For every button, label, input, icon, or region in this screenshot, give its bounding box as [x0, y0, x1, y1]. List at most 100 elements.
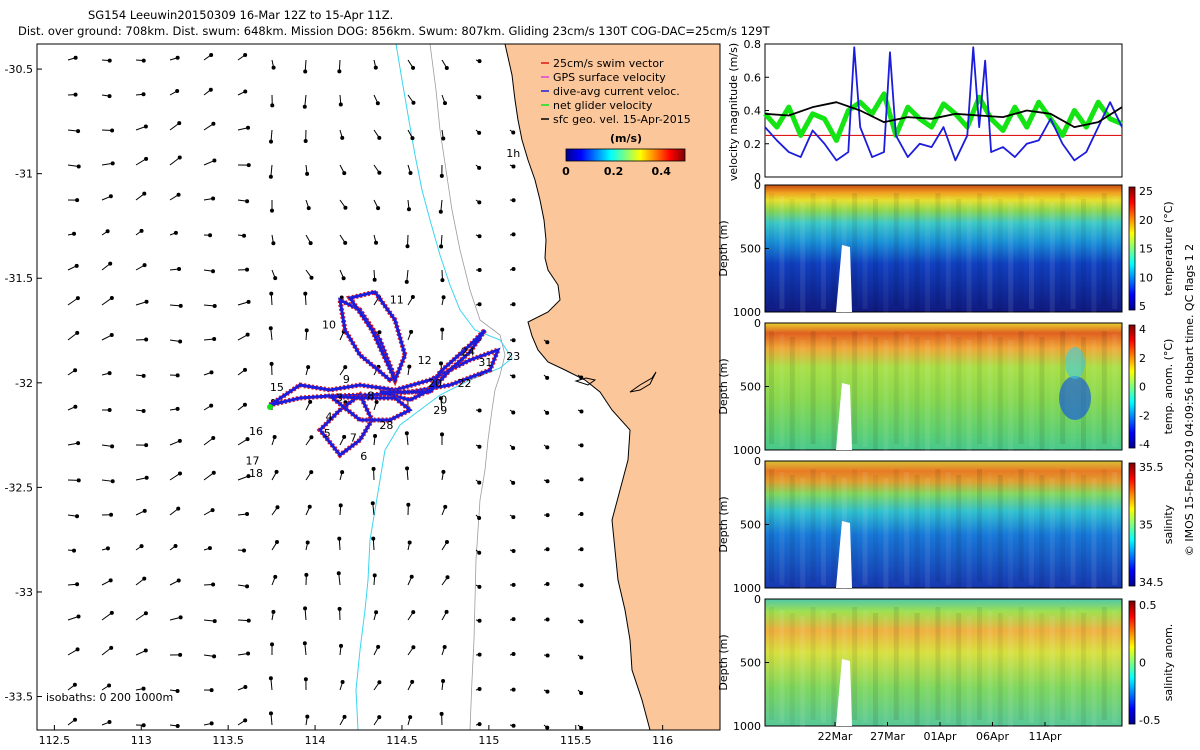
temperature-texture [789, 199, 795, 312]
velocity-arrow [101, 612, 113, 621]
velocity-arrow-head [377, 715, 382, 720]
salinity-texture [997, 475, 1003, 588]
velocity-arrow-head [545, 375, 550, 380]
salinity-texture [945, 472, 951, 585]
velocity-arrow-head [374, 399, 379, 404]
temp-anomaly-texture [1039, 337, 1045, 450]
salinity-texture [1060, 469, 1066, 582]
velocity-arrow-head [211, 121, 216, 126]
day-label: 29 [433, 404, 447, 417]
velocity-arrow-head [444, 540, 449, 545]
footer-text: © IMOS 15-Feb-2019 04:09:56 Hobart time.… [1183, 244, 1196, 556]
map-ytick-label: -31.5 [5, 272, 33, 285]
velocity-arrow-head [305, 540, 310, 545]
page-subtitle: Dist. over ground: 708km. Dist. swum: 64… [18, 24, 770, 38]
velocity-arrow [203, 472, 215, 481]
salinity-anomaly-ytick-label: 1000 [733, 720, 761, 733]
day-label: 3 [336, 392, 343, 405]
velocity-arrow-head [303, 139, 308, 144]
velocity-ytick-label: 0.4 [744, 105, 762, 118]
velocity-arrow-head [109, 645, 114, 650]
velocity-arrow-head [211, 435, 216, 440]
temperature-texture [873, 199, 878, 312]
velocity-arrow-head [477, 584, 482, 589]
velocity-arrow-head [405, 244, 410, 249]
temperature-texture [1008, 202, 1014, 315]
map-xtick-label: 115.5 [560, 734, 592, 747]
velocity-arrow-head [109, 333, 114, 338]
velocity-arrow-head [410, 136, 415, 141]
velocity-arrow-head [175, 373, 180, 378]
salinity-texture [800, 478, 806, 591]
velocity-arrow-head [176, 192, 181, 197]
velocity-arrow-head [178, 615, 183, 620]
velocity-arrow-head [511, 445, 516, 450]
map-ytick-label: -33 [15, 586, 33, 599]
velocity-arrow-head [477, 515, 482, 520]
temp-anomaly-texture [977, 331, 982, 444]
temp-anomaly-texture [769, 331, 774, 444]
velocity-arrow-head [208, 233, 213, 238]
day-label: 17 [246, 454, 260, 467]
temp-anomaly-data-gap [836, 383, 852, 450]
salinity-anomaly-texture [810, 607, 816, 720]
velocity-arrow-head [245, 511, 250, 516]
temperature-texture [769, 193, 774, 306]
legend-entry: GPS surface velocity [553, 71, 666, 84]
map-ytick-label: -31 [15, 168, 33, 181]
colorbar-tick-label: 0 [562, 165, 570, 178]
velocity-arrow-head [273, 574, 278, 579]
velocity-arrow-head [408, 715, 413, 720]
salinity-anomaly-texture [945, 610, 951, 723]
velocity-arrow-head [579, 409, 584, 414]
day-label: 7 [350, 431, 357, 444]
temperature-texture [977, 193, 982, 306]
velocity-arrow-head [76, 478, 81, 483]
velocity-arrow-head [410, 679, 415, 684]
salinity-anomaly-texture [1060, 607, 1066, 720]
day-label: 18 [249, 467, 263, 480]
velocity-arrow-head [411, 100, 416, 105]
velocity-arrow-head [302, 104, 307, 109]
velocity-arrow-head [75, 330, 80, 335]
legend-entry: dive-avg current veloc. [553, 85, 680, 98]
temperature-colorbar-label: temperature (°C) [1162, 201, 1175, 295]
velocity-arrow-head [110, 128, 115, 133]
map-ytick-label: -30.5 [5, 63, 33, 76]
velocity-arrow-head [304, 572, 309, 577]
velocity-arrow-head [177, 155, 182, 160]
velocity-arrow-head [375, 101, 380, 106]
velocity-arrow-head [341, 276, 346, 281]
colorbar-gradient [565, 148, 686, 162]
cold-anomaly-blob [1059, 376, 1091, 420]
velocity-arrow-head [579, 477, 584, 482]
velocity-arrow-head [339, 295, 344, 300]
velocity-arrow-head [411, 65, 416, 70]
velocity-arrow-head [579, 583, 584, 588]
velocity-arrow-head [343, 240, 348, 245]
velocity-arrow-head [338, 503, 343, 508]
velocity-arrow-head [411, 645, 416, 650]
salinity-anomaly-texture [769, 607, 774, 720]
velocity-arrow-head [511, 266, 516, 271]
velocity-arrow-head [75, 647, 80, 652]
velocity-arrow-head [268, 326, 273, 331]
velocity-arrow-head [212, 654, 217, 659]
velocity-arrow-head [308, 399, 313, 404]
velocity-arrow-head [511, 130, 516, 135]
velocity-arrow-head [268, 711, 273, 716]
legend-entry: net glider velocity [553, 99, 653, 112]
velocity-arrow-head [409, 574, 414, 579]
velocity-arrow-head [377, 330, 382, 335]
velocity-arrow-head [438, 396, 443, 401]
velocity-arrow-head [545, 617, 550, 622]
velocity-arrow-head [305, 171, 310, 176]
temp-anomaly-texture [1091, 340, 1097, 453]
velocity-arrow-head [175, 89, 180, 94]
velocity-arrow-head [246, 163, 251, 168]
velocity-arrow-head [579, 443, 584, 448]
velocity-arrow-head [177, 267, 182, 272]
velocity-arrow-head [438, 209, 443, 214]
